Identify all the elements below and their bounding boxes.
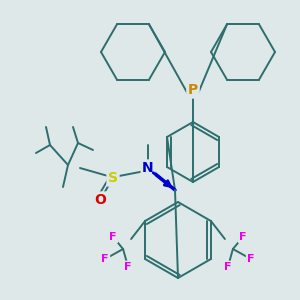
Text: S: S bbox=[108, 171, 118, 185]
Text: F: F bbox=[224, 262, 232, 272]
Text: F: F bbox=[124, 262, 132, 272]
Text: F: F bbox=[109, 232, 117, 242]
Text: N: N bbox=[142, 161, 154, 175]
Text: F: F bbox=[101, 254, 109, 264]
Text: F: F bbox=[239, 232, 247, 242]
Text: P: P bbox=[188, 83, 198, 97]
Text: F: F bbox=[247, 254, 255, 264]
Text: O: O bbox=[94, 193, 106, 207]
